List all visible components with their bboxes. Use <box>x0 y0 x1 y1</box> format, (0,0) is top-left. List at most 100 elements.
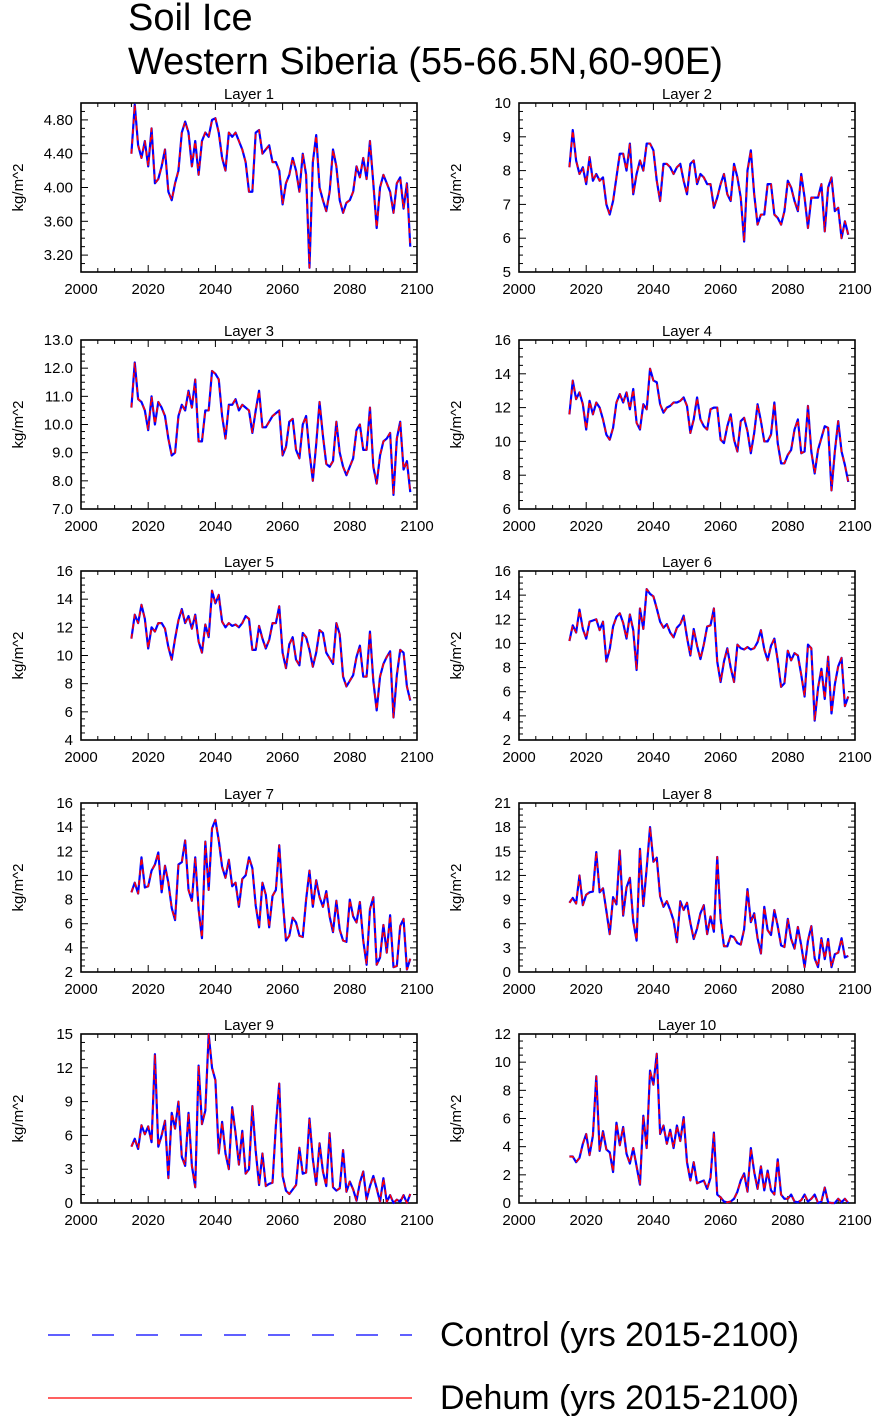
y-axis-label: kg/m^2 <box>10 164 27 212</box>
y-tick-label: 8 <box>65 676 73 693</box>
y-tick-label: 14 <box>494 587 511 604</box>
series-dehum-line <box>568 588 850 722</box>
panel-title: Layer 4 <box>662 323 712 340</box>
y-tick-label: 9 <box>503 129 511 146</box>
y-tick-label: 4 <box>503 708 511 725</box>
y-tick-label: 4 <box>65 732 73 749</box>
y-tick-label: 0 <box>503 1195 511 1212</box>
y-tick-label: 14 <box>494 366 511 383</box>
legend-control-label: Control (yrs 2015-2100) <box>440 1316 800 1354</box>
chart-panel-2: Layer 2 kg/m^2 2000 2020 2040 2060 2080 2100 5 6 7… <box>448 86 872 298</box>
y-tick-label: 12.0 <box>44 360 73 377</box>
panel-title: Layer 10 <box>658 1017 716 1034</box>
x-tick-label: 2080 <box>333 281 366 298</box>
series-control-line <box>568 588 850 722</box>
y-tick-label: 10 <box>494 95 511 112</box>
y-tick-label: 16 <box>494 563 511 580</box>
y-tick-label: 12 <box>56 1060 73 1077</box>
y-tick-label: 4 <box>65 940 73 957</box>
x-tick-label: 2020 <box>570 281 603 298</box>
x-tick-label: 2100 <box>838 749 871 766</box>
series-control-line <box>568 826 849 969</box>
y-tick-label: 12 <box>56 843 73 860</box>
y-tick-label: 15 <box>494 843 511 860</box>
x-tick-label: 2080 <box>333 981 366 998</box>
y-tick-label: 4.00 <box>44 180 73 197</box>
chart-panel-8: Layer 8 kg/m^2 2000 2020 2040 2060 2080 2100 0 3 6… <box>448 786 872 998</box>
x-tick-label: 2100 <box>400 749 433 766</box>
x-tick-label: 2020 <box>570 518 603 535</box>
y-tick-label: 11.0 <box>45 388 73 405</box>
x-tick-label: 2000 <box>64 518 97 535</box>
y-tick-label: 6 <box>503 230 511 247</box>
chart-panel-10: Layer 10 kg/m^2 2000 2020 2040 2060 2080 2100 0 2… <box>448 1017 872 1229</box>
series-dehum-line <box>130 1033 412 1204</box>
y-tick-label: 6 <box>503 916 511 933</box>
y-tick-label: 14 <box>56 591 73 608</box>
chart-panel-3: Layer 3 kg/m^2 2000 2020 2040 2060 2080 2100 7.0… <box>10 323 434 535</box>
y-tick-label: 0 <box>65 1195 73 1212</box>
x-tick-label: 2080 <box>771 518 804 535</box>
y-tick-label: 10 <box>56 867 73 884</box>
series-dehum-line <box>130 361 412 496</box>
y-axis-label: kg/m^2 <box>10 401 27 449</box>
y-tick-label: 13.0 <box>44 332 73 349</box>
x-tick-label: 2080 <box>333 518 366 535</box>
y-tick-label: 3.60 <box>44 213 73 230</box>
y-tick-label: 9.0 <box>52 445 73 462</box>
y-axis-label: kg/m^2 <box>448 632 465 680</box>
y-tick-label: 12 <box>494 867 511 884</box>
x-tick-label: 2000 <box>502 981 535 998</box>
y-tick-label: 8 <box>503 660 511 677</box>
plot-frame <box>80 570 418 741</box>
x-tick-label: 2040 <box>637 981 670 998</box>
plot-frame <box>518 1033 856 1204</box>
x-tick-label: 2020 <box>570 981 603 998</box>
x-tick-label: 2040 <box>199 749 232 766</box>
x-tick-label: 2040 <box>637 281 670 298</box>
series-control-line <box>130 589 412 719</box>
chart-panel-6: Layer 6 kg/m^2 2000 2020 2040 2060 2080 2100 2 4 6… <box>448 554 872 766</box>
panel-title: Layer 7 <box>224 786 274 803</box>
plot-frame <box>80 1033 418 1204</box>
x-tick-label: 2040 <box>637 1212 670 1229</box>
x-tick-label: 2040 <box>637 749 670 766</box>
y-tick-label: 14 <box>56 819 73 836</box>
x-tick-label: 2060 <box>266 1212 299 1229</box>
x-tick-label: 2100 <box>400 518 433 535</box>
y-tick-label: 16 <box>56 563 73 580</box>
x-tick-label: 2080 <box>771 281 804 298</box>
x-tick-label: 2060 <box>704 1212 737 1229</box>
y-tick-label: 6 <box>503 1111 511 1128</box>
x-tick-label: 2000 <box>64 281 97 298</box>
y-tick-label: 12 <box>56 619 73 636</box>
y-tick-label: 2 <box>503 1167 511 1184</box>
x-tick-label: 2100 <box>400 981 433 998</box>
x-tick-label: 2020 <box>570 749 603 766</box>
chart-panel-9: Layer 9 kg/m^2 2000 2020 2040 2060 2080 2100 0 3 6… <box>10 1017 434 1229</box>
plot-frame <box>518 802 856 973</box>
series-dehum-line <box>568 826 849 968</box>
y-tick-label: 4.40 <box>44 146 73 163</box>
chart-panel-7: Layer 7 kg/m^2 2000 2020 2040 2060 2080 2100 2 4 6… <box>10 786 434 998</box>
plot-frame <box>518 339 856 510</box>
y-tick-label: 8 <box>503 467 511 484</box>
y-tick-label: 4.80 <box>44 112 73 129</box>
y-tick-label: 6 <box>65 916 73 933</box>
series-dehum-line <box>130 103 412 269</box>
x-tick-label: 2080 <box>333 749 366 766</box>
y-tick-label: 18 <box>494 819 511 836</box>
x-tick-label: 2020 <box>132 749 165 766</box>
y-tick-label: 12 <box>494 611 511 628</box>
x-tick-label: 2080 <box>333 1212 366 1229</box>
panel-title: Layer 6 <box>662 554 712 571</box>
y-axis-label: kg/m^2 <box>10 632 27 680</box>
y-tick-label: 16 <box>56 795 73 812</box>
y-tick-label: 10.0 <box>44 417 73 434</box>
series-dehum-line <box>569 1052 849 1204</box>
x-tick-label: 2060 <box>266 518 299 535</box>
y-tick-label: 7 <box>503 196 511 213</box>
x-tick-label: 2000 <box>64 981 97 998</box>
x-tick-label: 2080 <box>771 1212 804 1229</box>
